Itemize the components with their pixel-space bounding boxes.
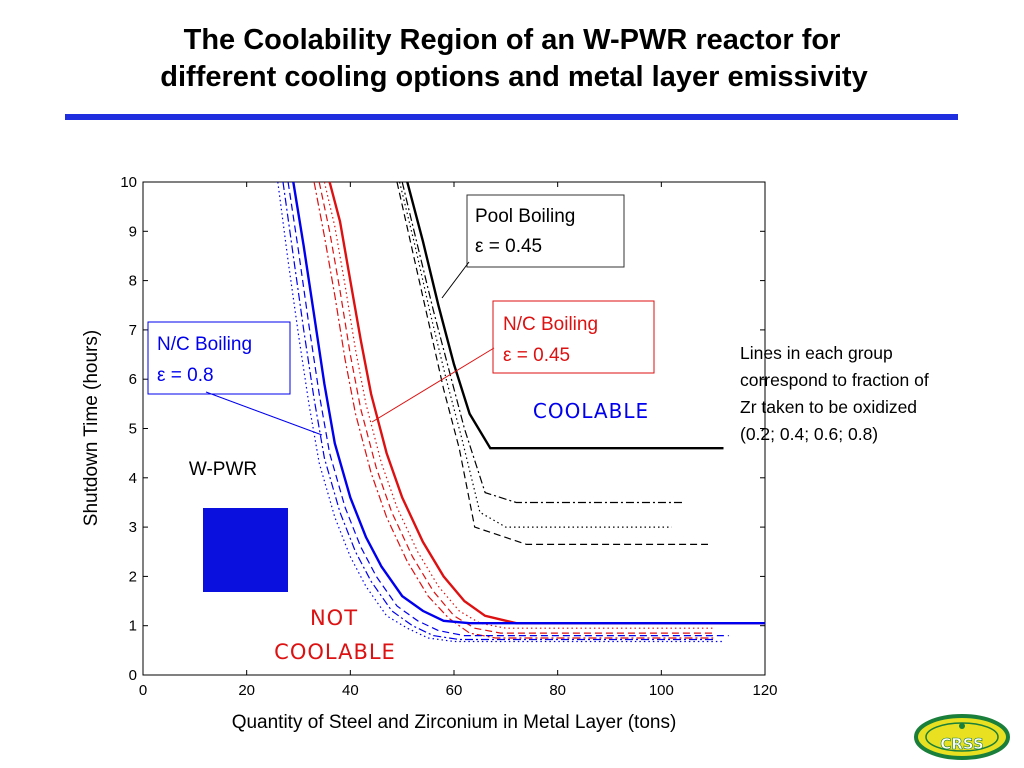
callout-pool-boiling: Pool Boiling ε = 0.45	[441, 194, 625, 299]
x-tick-label: 120	[752, 682, 777, 699]
y-tick-label: 5	[129, 421, 137, 438]
series-line-pool-0.45-dashed	[396, 181, 708, 545]
x-axis-label: Quantity of Steel and Zirconium in Metal…	[232, 712, 677, 733]
slide-title: The Coolability Region of an W-PWR react…	[0, 22, 1024, 96]
x-tick-label: 40	[342, 682, 359, 699]
y-tick-label: 1	[129, 618, 137, 635]
series-line-pool-0.45-dotted	[399, 181, 672, 528]
y-axis-label: Shutdown Time (hours)	[81, 330, 102, 526]
series-layer	[277, 181, 765, 643]
y-tick-label: 10	[120, 174, 137, 191]
series-line-nc-0.45-dashed	[318, 181, 714, 634]
callout-nc-045: N/C Boiling ε = 0.45	[371, 300, 655, 423]
not-coolable-label-1: NOT	[310, 606, 358, 630]
y-tick-label: 4	[129, 470, 137, 487]
w-pwr-label: W-PWR	[189, 459, 257, 480]
callout-nc08-leader	[205, 391, 323, 436]
x-tick-label: 100	[649, 682, 674, 699]
w-pwr-marker	[203, 508, 288, 592]
series-line-pool-0.45-solid	[406, 181, 724, 450]
y-tick-label: 8	[129, 273, 137, 290]
x-tick-label: 20	[238, 682, 255, 699]
y-tick-label: 7	[129, 322, 137, 339]
y-tick-label: 6	[129, 371, 137, 388]
title-line-2: different cooling options and metal laye…	[160, 61, 868, 93]
callout-pool-line2: ε = 0.45	[475, 236, 542, 257]
callout-nc045-leader	[371, 347, 495, 423]
series-line-nc-0.8-dashdot	[282, 181, 714, 641]
title-underline	[65, 114, 958, 120]
callout-nc045-line1: N/C Boiling	[503, 314, 598, 335]
title-line-1: The Coolability Region of an W-PWR react…	[183, 24, 841, 56]
callout-pool-leader	[441, 261, 470, 299]
axes: 0 20 40 60 80 100 120 0 1 2 3 4 5 6 7 8 9 10	[120, 174, 777, 699]
x-tick-label: 80	[549, 682, 566, 699]
y-tick-label: 0	[129, 667, 137, 684]
series-line-nc-0.45-dotted	[323, 181, 714, 629]
coolability-chart: 0 20 40 60 80 100 120 0 1 2 3 4 5 6 7 8 9 10 Quantity of …	[81, 174, 778, 733]
callout-nc045-line2: ε = 0.45	[503, 345, 570, 366]
series-line-pool-0.45-dashdot	[401, 181, 683, 504]
oxidation-note: Lines in each group correspond to fracti…	[740, 340, 1000, 448]
series-line-nc-0.8-solid	[292, 181, 765, 625]
crss-logo: CRSS	[914, 714, 1010, 760]
x-tick-label: 0	[139, 682, 147, 699]
x-tick-label: 60	[446, 682, 463, 699]
series-line-nc-0.8-dotted	[277, 181, 724, 643]
series-line-nc-0.45-dashdot	[313, 181, 714, 639]
note-line-2: correspond to fraction of	[740, 370, 929, 390]
note-line-1: Lines in each group	[740, 343, 893, 363]
callout-nc08-line1: N/C Boiling	[157, 334, 252, 355]
series-line-nc-0.8-dashed	[287, 181, 729, 637]
coolable-label: COOLABLE	[533, 399, 649, 423]
callout-nc-08: N/C Boiling ε = 0.8	[147, 321, 323, 436]
note-line-4: (0.2; 0.4; 0.6; 0.8)	[740, 424, 879, 444]
callout-pool-line1: Pool Boiling	[475, 206, 575, 227]
y-tick-label: 3	[129, 519, 137, 536]
callout-nc08-line2: ε = 0.8	[157, 365, 214, 386]
note-line-3: Zr taken to be oxidized	[740, 397, 918, 417]
y-tick-label: 9	[129, 223, 137, 240]
logo-text: CRSS	[940, 735, 984, 753]
not-coolable-label-2: COOLABLE	[274, 640, 396, 664]
y-tick-label: 2	[129, 568, 137, 585]
series-line-nc-0.45-solid	[328, 181, 765, 625]
